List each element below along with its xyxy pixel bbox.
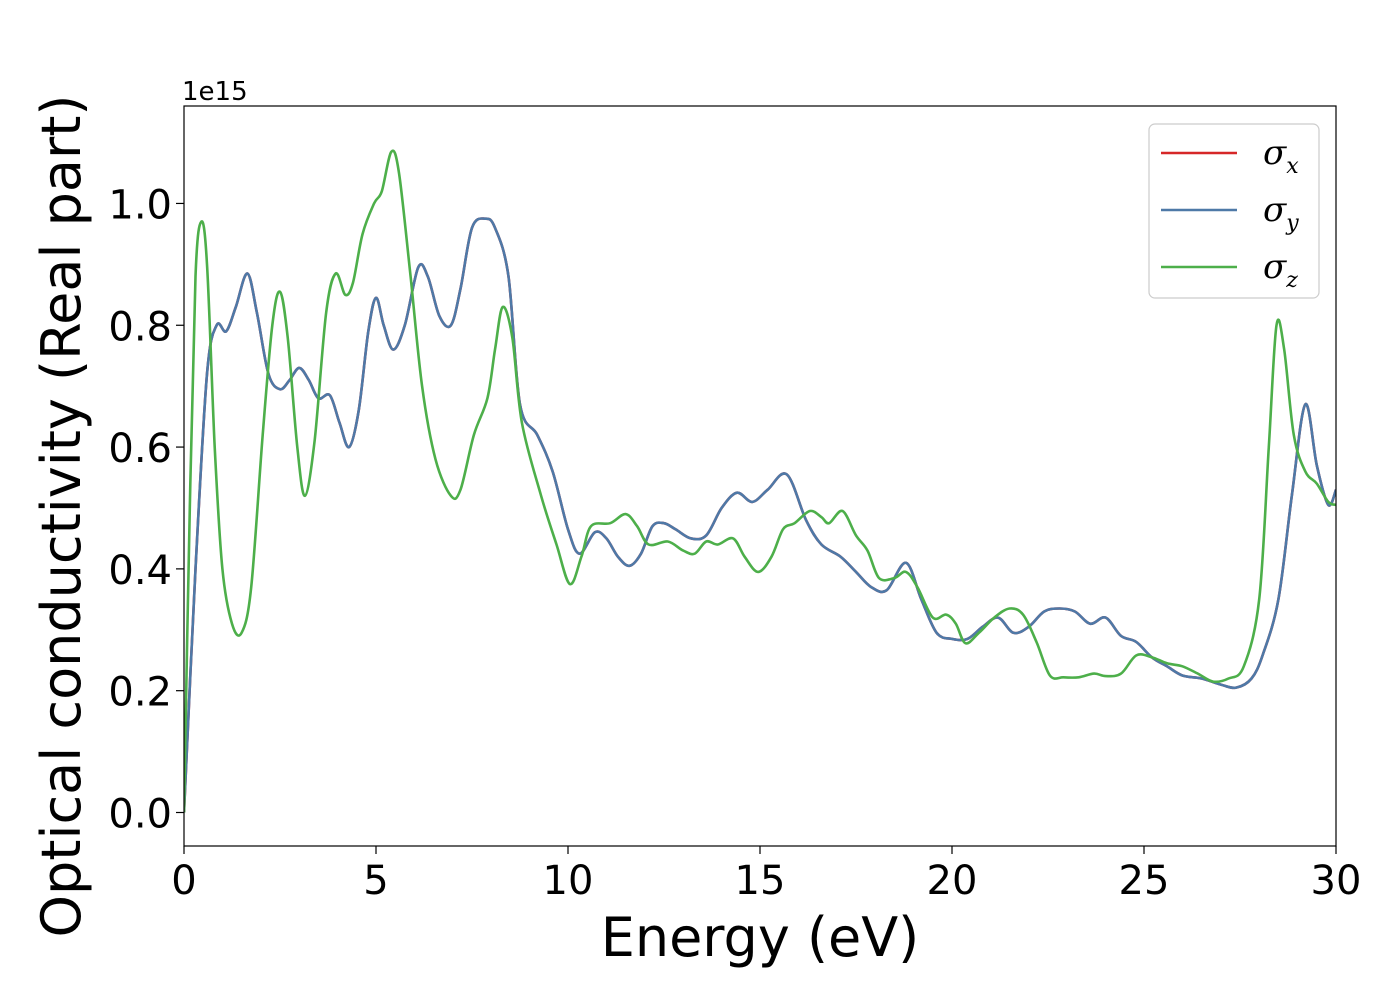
x-tick-label: 10 [543,858,594,904]
legend-label-y: σy [1263,190,1299,236]
x-tick-label: 0 [171,858,196,904]
y-tick-label: 1.0 [108,182,172,228]
plot-series-group [184,149,1336,813]
legend-label-z: σz [1263,247,1298,293]
x-tick-label: 20 [927,858,978,904]
y-axis: 0.0 0.2 0.4 0.6 0.8 1.0 [108,182,184,838]
x-tick-label: 15 [735,858,786,904]
x-axis: 0 5 10 15 20 25 30 [171,846,1361,904]
y-tick-label: 0.6 [108,426,172,472]
y-tick-label: 0.0 [108,792,172,838]
x-axis-title: Energy (eV) [601,906,920,969]
x-tick-label: 5 [363,858,388,904]
legend-symbol: σ [1263,190,1287,230]
legend-subscript: z [1285,268,1298,293]
y-tick-label: 0.2 [108,670,172,716]
legend-symbol: σ [1263,247,1287,287]
legend-symbol: σ [1263,133,1287,173]
series-line-z [184,149,1336,813]
y-tick-label: 0.4 [108,548,172,594]
legend-subscript: y [1285,211,1299,236]
legend-subscript: x [1286,154,1299,179]
x-tick-label: 30 [1311,858,1362,904]
x-tick-label: 25 [1119,858,1170,904]
legend-label-x: σx [1263,133,1299,179]
series-line-x [184,217,1336,813]
y-offset-label: 1e15 [182,77,248,107]
series-line-y [184,217,1336,813]
y-tick-label: 0.8 [108,304,172,350]
y-axis-title: Optical conductivity (Real part) [30,95,93,938]
